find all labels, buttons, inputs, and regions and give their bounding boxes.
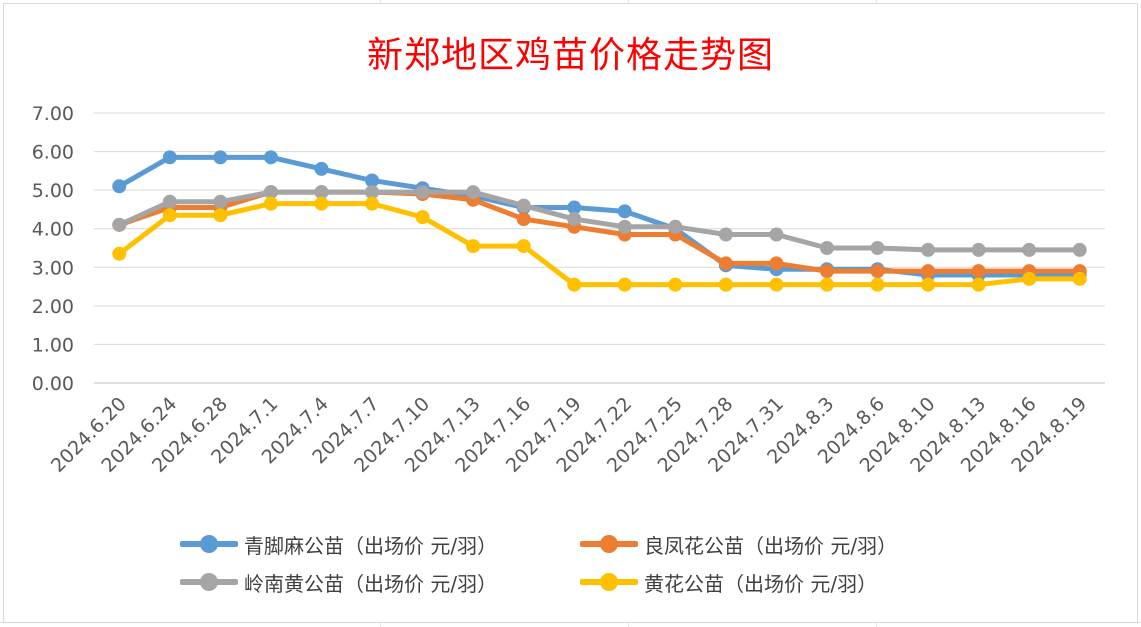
legend-item: 岭南黄公苗（出场价 元/羽） <box>180 568 497 596</box>
data-point <box>365 173 380 188</box>
chart-frame[interactable]: 新郑地区鸡苗价格走势图 <box>3 3 1138 623</box>
data-point <box>213 150 228 165</box>
data-point <box>769 227 784 242</box>
y-tick-label: 4.00 <box>32 219 74 241</box>
y-tick-label: 6.00 <box>32 142 74 164</box>
data-point <box>213 208 228 223</box>
legend-item: 良凤花公苗（出场价 元/羽） <box>580 530 897 558</box>
data-point <box>516 212 531 227</box>
legend-item: 青脚麻公苗（出场价 元/羽） <box>180 530 497 558</box>
legend-label: 良凤花公苗（出场价 元/羽） <box>644 533 898 558</box>
data-point <box>1072 271 1087 286</box>
data-point <box>718 227 733 242</box>
data-point <box>415 185 430 200</box>
data-point <box>617 204 632 219</box>
data-point <box>668 277 683 292</box>
legend-item: 黄花公苗（出场价 元/羽） <box>580 568 877 596</box>
data-point <box>567 200 582 215</box>
y-tick-label: 1.00 <box>32 334 74 356</box>
data-point <box>567 277 582 292</box>
data-point <box>1022 271 1037 286</box>
legend-label: 青脚麻公苗（出场价 元/羽） <box>244 533 498 558</box>
data-point <box>769 256 784 271</box>
data-point <box>263 150 278 165</box>
data-point <box>466 185 481 200</box>
data-point <box>668 219 683 234</box>
data-point <box>213 194 228 209</box>
data-point <box>617 219 632 234</box>
legend-swatch <box>580 530 638 558</box>
data-point <box>112 179 127 194</box>
data-point <box>819 241 834 255</box>
data-point <box>870 241 885 255</box>
data-point <box>567 212 582 227</box>
data-point <box>415 210 430 225</box>
data-point <box>112 217 127 232</box>
data-point <box>314 185 329 200</box>
data-point <box>769 277 784 292</box>
data-point <box>314 161 329 176</box>
y-tick-label: 5.00 <box>32 180 74 202</box>
y-tick-label: 2.00 <box>32 296 74 318</box>
data-point <box>1022 242 1037 257</box>
y-tick-label: 0.00 <box>32 373 74 395</box>
data-point <box>971 242 986 257</box>
legend-swatch <box>180 530 238 558</box>
legend-label: 岭南黄公苗（出场价 元/羽） <box>244 571 498 596</box>
data-point <box>466 239 481 254</box>
data-point <box>365 196 380 211</box>
data-point <box>921 277 936 292</box>
data-point <box>971 264 986 279</box>
data-point <box>162 194 177 209</box>
chart-title: 新郑地区鸡苗价格走势图 <box>366 35 774 76</box>
data-point <box>516 198 531 213</box>
data-point <box>870 277 885 292</box>
data-point <box>819 264 834 279</box>
data-point <box>314 196 329 211</box>
legend-label: 黄花公苗（出场价 元/羽） <box>644 571 878 596</box>
data-point <box>1072 242 1087 257</box>
y-tick-label: 3.00 <box>32 257 74 279</box>
data-point <box>921 264 936 279</box>
series-line <box>116 201 1083 288</box>
legend-swatch <box>580 568 638 596</box>
data-point <box>617 277 632 292</box>
series-line <box>116 189 1083 253</box>
data-point <box>112 246 127 261</box>
data-point <box>263 185 278 200</box>
data-point <box>870 264 885 279</box>
data-point <box>162 208 177 223</box>
data-point <box>718 256 733 271</box>
data-point <box>971 277 986 292</box>
data-point <box>819 277 834 292</box>
y-tick-label: 7.00 <box>32 103 74 125</box>
data-point <box>263 196 278 211</box>
data-point <box>718 277 733 292</box>
data-point <box>516 239 531 254</box>
data-point <box>365 185 380 200</box>
data-point <box>162 150 177 165</box>
legend-swatch <box>180 568 238 596</box>
series-line <box>116 154 1083 278</box>
data-point <box>921 242 936 257</box>
